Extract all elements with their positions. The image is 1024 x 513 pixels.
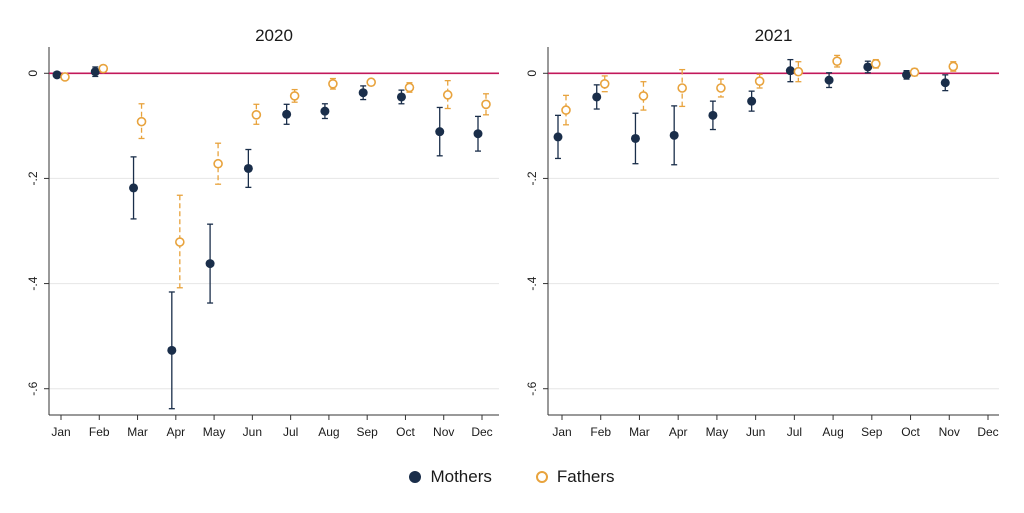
legend-label-fathers: Fathers xyxy=(556,467,615,486)
y-tick-label: -.2 xyxy=(525,171,539,185)
data-point-mothers xyxy=(243,163,253,173)
panel-2021: 2021 0 -.2 -.4 -.6 Jan Feb Mar Apr May Jun Jul Aug Se… xyxy=(525,26,999,439)
data-point-fathers xyxy=(716,83,726,93)
data-point-mothers xyxy=(205,259,215,269)
x-tick-label: Nov xyxy=(939,425,960,439)
legend-marker-mothers xyxy=(409,471,422,483)
data-point-mothers xyxy=(52,70,62,80)
legend-marker-fathers xyxy=(535,471,548,483)
data-point-mothers xyxy=(358,88,368,98)
data-point-mothers xyxy=(167,345,177,355)
y-tick-label: -.6 xyxy=(525,381,539,395)
series-fathers xyxy=(60,63,491,289)
data-point-fathers xyxy=(136,116,147,127)
x-tick-label: Jun xyxy=(746,425,765,439)
legend-label-mothers: Mothers xyxy=(430,467,492,486)
x-tick-label: Oct xyxy=(901,425,920,439)
data-point-mothers xyxy=(747,96,757,106)
data-point-fathers xyxy=(754,76,765,86)
series-mothers xyxy=(52,66,483,410)
y-tick-label: -.6 xyxy=(26,381,40,395)
data-point-fathers xyxy=(328,79,338,89)
legend: Mothers Fathers xyxy=(0,462,1024,492)
data-point-mothers xyxy=(630,133,640,143)
x-tick-label: Jan xyxy=(552,425,571,439)
data-point-fathers xyxy=(251,110,262,120)
series-mothers xyxy=(553,58,950,166)
series-fathers xyxy=(561,54,959,126)
legend-item-fathers: Fathers xyxy=(535,467,615,487)
data-point-mothers xyxy=(940,78,950,88)
x-tick-label: May xyxy=(706,425,729,439)
x-tick-label: Mar xyxy=(127,425,148,439)
data-point-fathers xyxy=(561,105,571,115)
y-tick-label: 0 xyxy=(525,70,539,77)
data-point-fathers xyxy=(404,82,415,93)
data-point-mothers xyxy=(553,132,563,142)
data-point-mothers xyxy=(129,183,139,193)
y-tick-label: -.4 xyxy=(525,276,539,290)
data-point-fathers xyxy=(289,91,300,101)
x-tick-label: Apr xyxy=(669,425,688,439)
x-tick-label: Nov xyxy=(433,425,454,439)
data-point-mothers xyxy=(320,106,330,116)
x-tick-label: Dec xyxy=(471,425,492,439)
data-point-fathers xyxy=(909,67,920,78)
data-point-mothers xyxy=(902,70,912,80)
data-point-fathers xyxy=(871,59,881,69)
panel-title: 2020 xyxy=(255,26,293,45)
x-tick-label: Mar xyxy=(629,425,650,439)
data-point-fathers xyxy=(213,158,223,169)
x-tick-label: Apr xyxy=(166,425,185,439)
x-tick-label: Jan xyxy=(51,425,70,439)
y-tick-label: -.2 xyxy=(26,171,40,185)
data-point-fathers xyxy=(175,237,185,247)
panel-2020: 2020 0 -.2 -.4 -.6 Jan Feb Mar Apr May Jun Jul Aug Se… xyxy=(26,26,499,439)
data-point-mothers xyxy=(473,129,483,139)
data-point-fathers xyxy=(948,61,959,72)
x-tick-label: May xyxy=(203,425,226,439)
data-point-mothers xyxy=(863,62,873,72)
data-point-mothers xyxy=(90,67,100,77)
data-point-mothers xyxy=(785,66,795,76)
x-tick-label: Sep xyxy=(861,425,883,439)
data-point-fathers xyxy=(442,90,453,100)
chart-canvas: 2020 0 -.2 -.4 -.6 Jan Feb Mar Apr May Jun Jul Aug Se… xyxy=(26,26,999,439)
data-point-fathers xyxy=(481,99,491,110)
y-tick-label: -.4 xyxy=(26,276,40,290)
data-point-mothers xyxy=(435,127,445,137)
x-tick-label: Sep xyxy=(357,425,379,439)
data-point-fathers xyxy=(793,66,804,77)
y-tick-label: 0 xyxy=(26,70,40,77)
x-tick-label: Oct xyxy=(396,425,415,439)
panel-title: 2021 xyxy=(755,26,793,45)
data-point-mothers xyxy=(708,110,718,120)
data-point-fathers xyxy=(638,91,649,101)
data-point-mothers xyxy=(592,92,602,102)
data-point-fathers xyxy=(599,79,610,89)
x-tick-label: Feb xyxy=(590,425,611,439)
data-point-mothers xyxy=(396,92,406,102)
data-point-fathers xyxy=(677,83,687,93)
data-point-mothers xyxy=(669,130,679,140)
data-point-fathers xyxy=(60,72,70,82)
x-tick-label: Jul xyxy=(787,425,802,439)
data-point-mothers xyxy=(824,75,834,85)
x-tick-label: Aug xyxy=(822,425,843,439)
x-tick-label: Jun xyxy=(243,425,262,439)
x-tick-label: Jul xyxy=(283,425,298,439)
x-tick-label: Dec xyxy=(977,425,998,439)
data-point-fathers xyxy=(366,77,376,88)
data-point-mothers xyxy=(282,109,292,119)
legend-item-mothers: Mothers xyxy=(409,467,492,487)
data-point-fathers xyxy=(98,63,109,74)
data-point-fathers xyxy=(832,56,842,66)
x-tick-label: Feb xyxy=(89,425,110,439)
x-tick-label: Aug xyxy=(318,425,339,439)
